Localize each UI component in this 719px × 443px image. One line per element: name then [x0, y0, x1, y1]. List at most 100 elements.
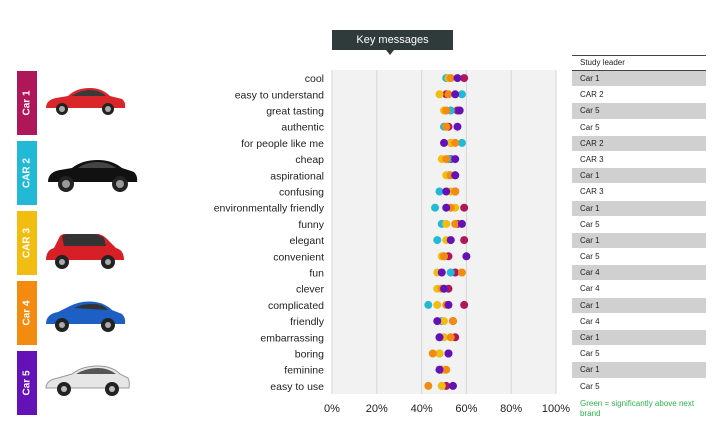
category-label: environmentally friendly: [214, 203, 325, 215]
study-leader-row: Car 5: [572, 103, 706, 120]
data-point: [446, 236, 455, 245]
category-label: clever: [296, 284, 325, 296]
study-leader-row: Car 4: [572, 314, 706, 330]
study-leader-table: Study leader Car 1 CAR 2 Car 5 Car 5 CAR 2 CA…: [572, 55, 706, 395]
car-3-tab: CAR 3: [17, 211, 37, 275]
data-point: [435, 333, 444, 342]
x-tick-label: 40%: [411, 403, 433, 415]
data-point: [448, 381, 457, 390]
data-point: [451, 138, 460, 147]
car-4-image: [46, 301, 126, 332]
chart-title-pointer: [386, 50, 394, 55]
data-point: [433, 300, 442, 309]
data-point: [433, 317, 442, 326]
study-leader-row: CAR 3: [572, 152, 706, 169]
data-point: [428, 349, 437, 358]
data-point: [442, 187, 451, 196]
study-leader-row: Car 5: [572, 346, 706, 363]
car-1-image: [46, 88, 126, 115]
category-label: easy to use: [270, 381, 324, 393]
study-leader-row: Car 1: [572, 200, 706, 217]
category-label: cool: [305, 73, 324, 85]
car-5-image: [45, 365, 130, 396]
car-2-image: [48, 160, 138, 192]
data-point: [440, 252, 448, 261]
data-point: [457, 90, 466, 99]
data-point: [424, 300, 433, 309]
category-label: for people like me: [241, 138, 324, 150]
car-1-tab: Car 1: [17, 71, 37, 135]
study-leader-row: Car 5: [572, 120, 706, 136]
data-point: [440, 284, 448, 293]
data-point: [435, 365, 444, 374]
data-point: [446, 268, 455, 277]
study-leader-row: Car 5: [572, 217, 706, 233]
study-leader-row: Car 1: [572, 232, 706, 250]
study-leader-row: Car 5: [572, 249, 706, 266]
car-2-tab: CAR 2: [17, 141, 37, 205]
data-point: [437, 381, 446, 390]
data-point: [460, 203, 469, 212]
data-point: [424, 381, 433, 390]
data-point: [442, 106, 451, 115]
category-label: feminine: [284, 365, 324, 377]
study-leader-row: CAR 2: [572, 87, 706, 104]
x-tick-label: 20%: [366, 403, 388, 415]
category-label: aspirational: [270, 170, 324, 182]
category-label: elegant: [290, 235, 325, 247]
x-tick-label: 0%: [324, 403, 340, 415]
data-point: [457, 219, 466, 228]
car-4-tab: Car 4: [17, 281, 37, 345]
data-point: [442, 203, 451, 212]
data-point: [433, 236, 442, 245]
data-point: [451, 219, 460, 228]
category-label: convenient: [273, 251, 324, 263]
category-label: confusing: [279, 187, 324, 199]
data-point: [442, 365, 451, 374]
car-3-image: [46, 230, 124, 269]
data-point: [435, 349, 444, 358]
category-label: embarrassing: [260, 332, 324, 344]
data-point: [457, 268, 466, 277]
category-label: complicated: [268, 300, 324, 312]
category-label: boring: [295, 349, 324, 361]
data-point: [442, 122, 451, 131]
data-point: [460, 236, 469, 245]
data-point: [435, 90, 444, 99]
x-tick-label: 80%: [500, 403, 522, 415]
category-label: fun: [309, 268, 324, 280]
data-point: [451, 90, 460, 99]
data-point: [451, 155, 460, 164]
study-leader-row: Car 4: [572, 281, 706, 298]
plot-background: [332, 70, 556, 394]
data-point: [444, 300, 453, 309]
x-tick-label: 100%: [542, 403, 570, 415]
category-label: easy to understand: [235, 89, 324, 101]
data-point: [462, 252, 471, 261]
study-leader-row: Car 4: [572, 265, 706, 282]
data-point: [440, 138, 448, 147]
data-point: [444, 90, 453, 99]
study-leader-row: Car 1: [572, 168, 706, 185]
study-leader-header: Study leader: [572, 55, 706, 71]
data-point: [431, 203, 440, 212]
study-leader-row: Car 1: [572, 330, 706, 347]
data-point: [444, 349, 453, 358]
data-point: [435, 187, 444, 196]
x-tick-label: 60%: [455, 403, 477, 415]
car-5-tab: Car 5: [17, 351, 37, 415]
data-point: [448, 317, 457, 326]
data-point: [446, 333, 455, 342]
data-point: [442, 219, 451, 228]
chart-title: Key messages: [332, 30, 453, 50]
category-label: cheap: [295, 154, 324, 166]
study-leader-row: Car 1: [572, 362, 706, 379]
data-point: [451, 187, 460, 196]
study-leader-row: Car 5: [572, 379, 706, 395]
data-point: [442, 155, 451, 164]
data-point: [460, 300, 469, 309]
data-point: [460, 74, 469, 83]
category-label: friendly: [290, 316, 325, 328]
data-point: [453, 74, 462, 83]
